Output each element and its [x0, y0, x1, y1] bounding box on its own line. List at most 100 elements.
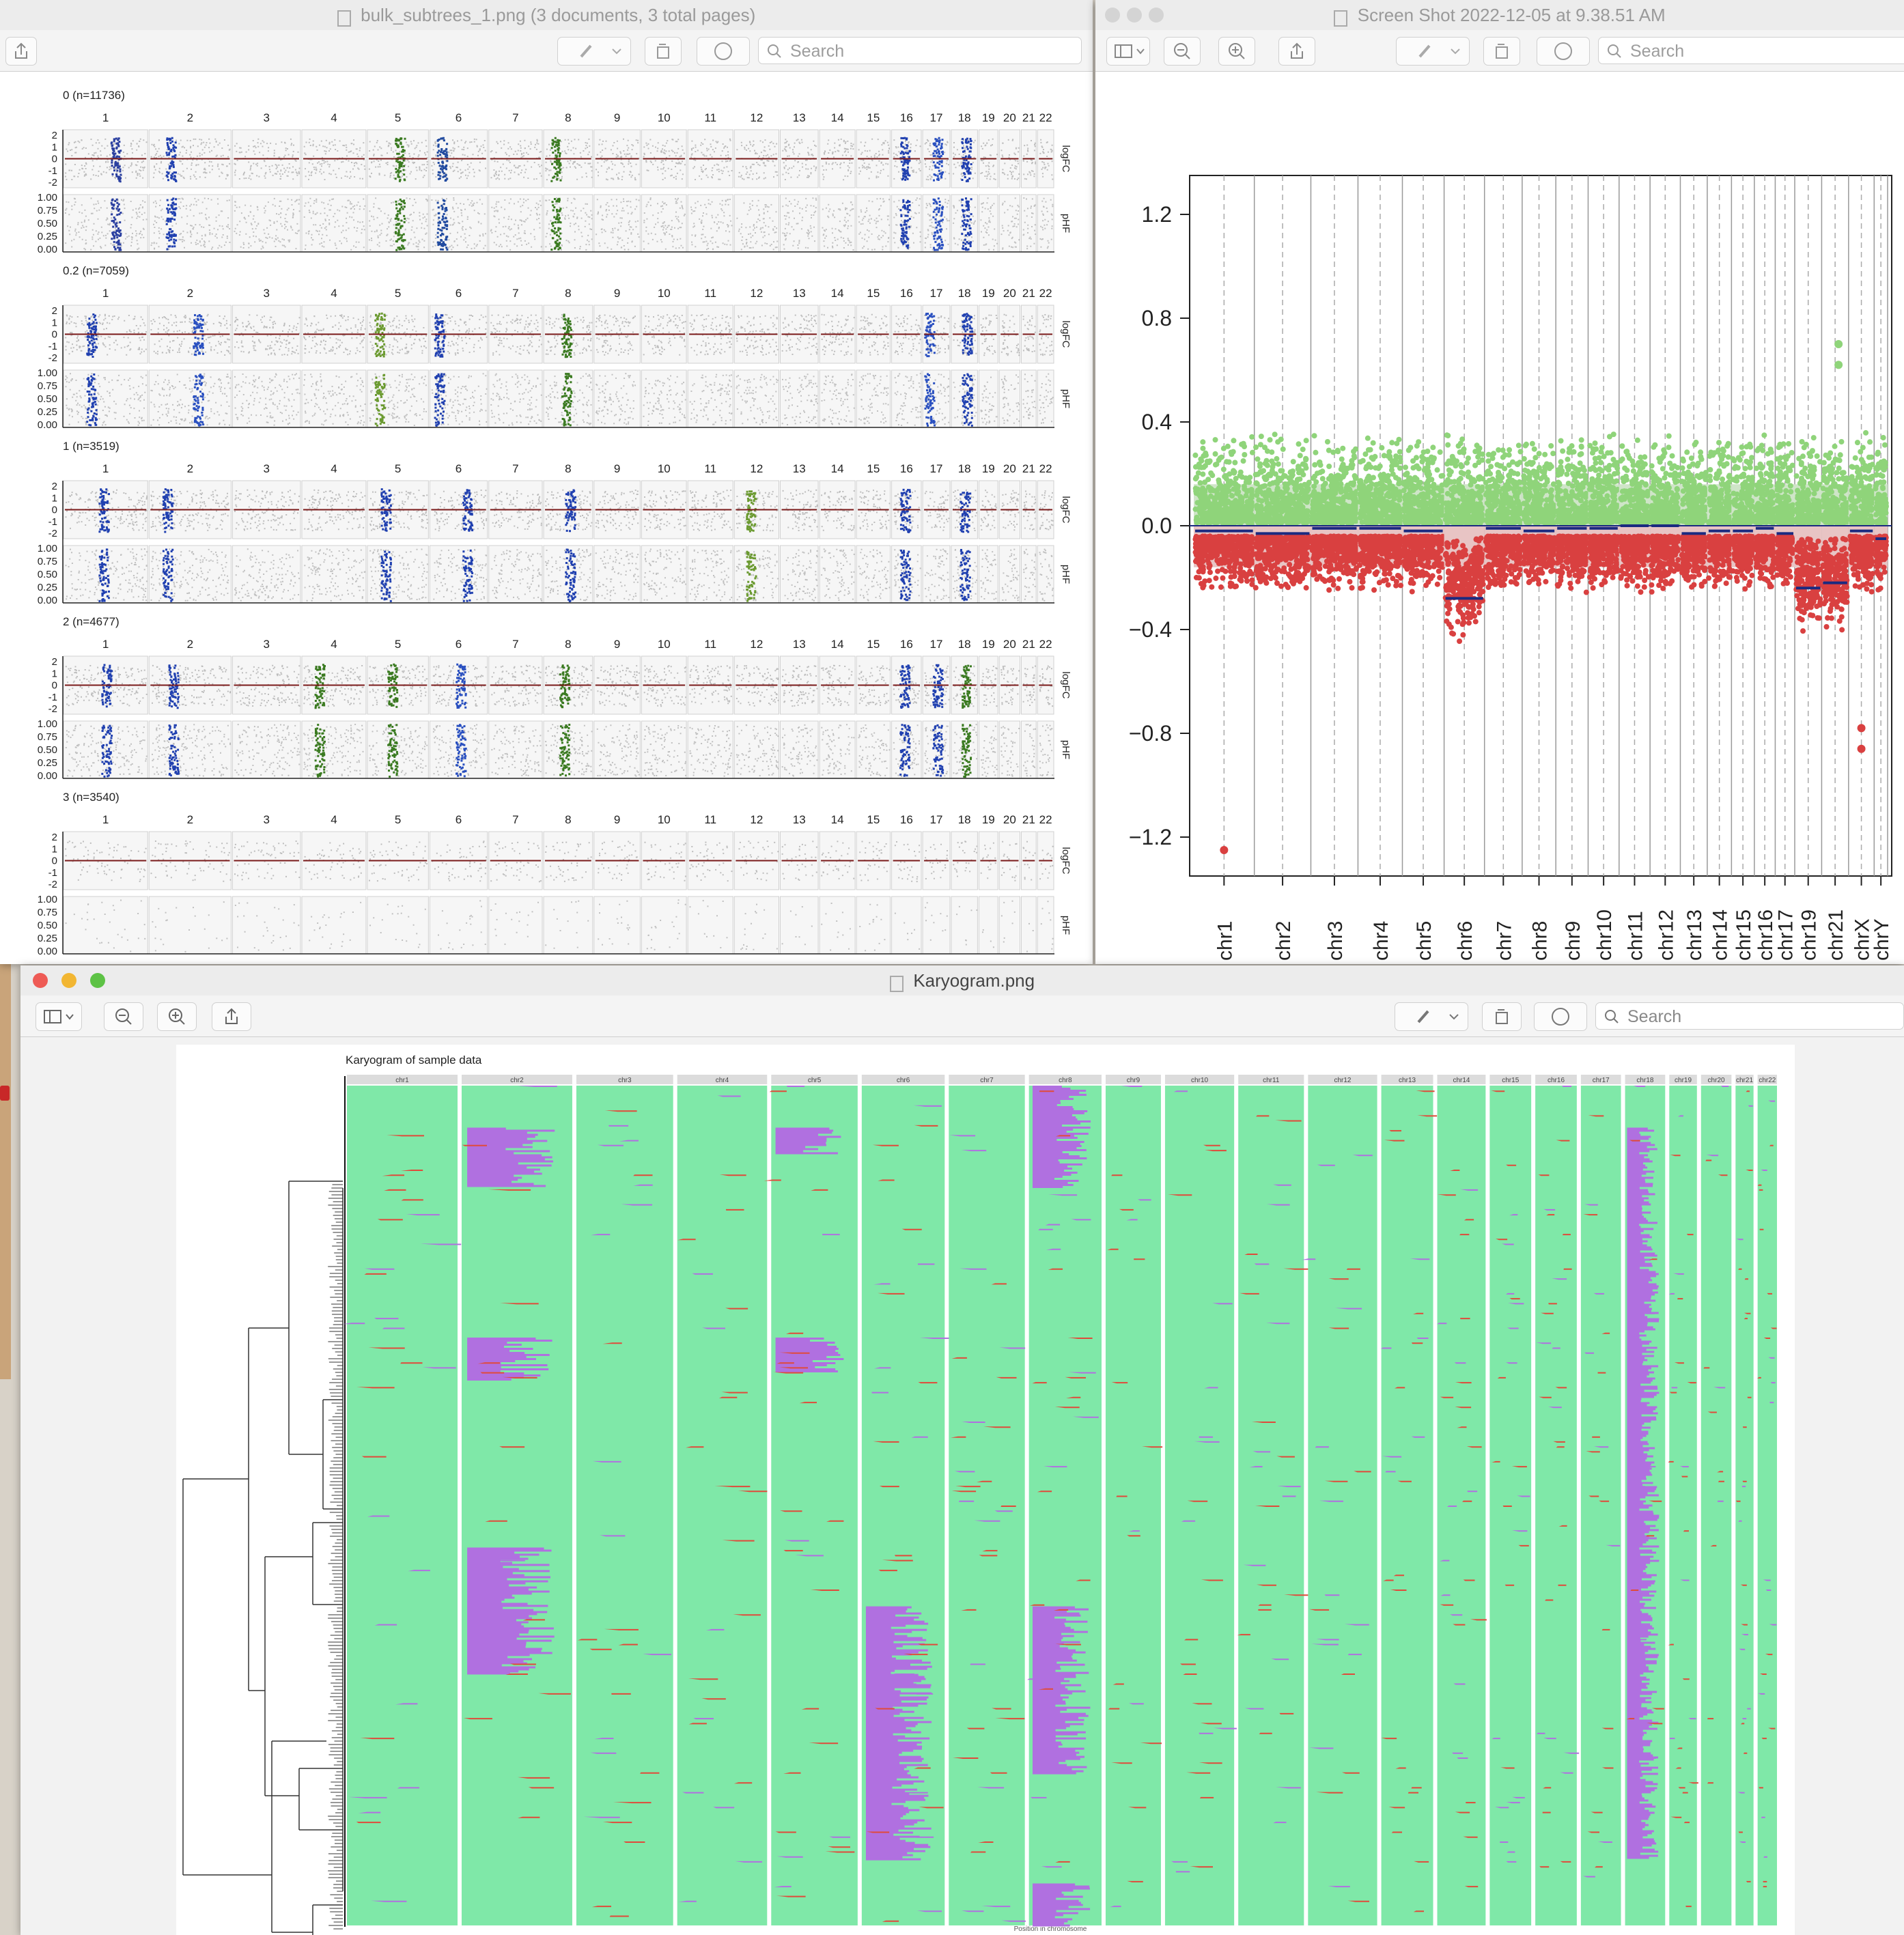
karyogram-titlebar[interactable]: Karyogram.png [20, 965, 1904, 996]
phf-points [736, 373, 779, 425]
phf-points [858, 373, 889, 425]
chromosome-label: 11 [704, 813, 716, 826]
zoom-out-button[interactable] [1164, 37, 1201, 66]
search-input[interactable]: Search [1595, 1002, 1904, 1030]
chromosome-points [65, 664, 148, 778]
chromosome-column [1437, 1086, 1486, 1925]
logfc-points [490, 314, 542, 356]
chromosome-box [63, 194, 148, 253]
phf-points [1039, 548, 1054, 602]
gain-points [1793, 435, 1823, 526]
chromosome-label: 5 [395, 111, 401, 124]
minimize-button[interactable] [1127, 8, 1142, 23]
chromosome-points [1022, 665, 1036, 777]
chromosome-points [545, 313, 593, 427]
phf-points [369, 548, 428, 600]
highlight-points [932, 664, 944, 777]
chromosome-header [461, 1075, 572, 1084]
minimize-button[interactable] [61, 973, 76, 988]
chromosome-label: chr3 [618, 1077, 632, 1084]
chromosome-box [367, 896, 429, 955]
chromosome-box [998, 545, 1021, 604]
chromosome-label: 4 [331, 462, 337, 475]
chromosome-label: 6 [456, 287, 462, 300]
search-input[interactable]: Search [758, 37, 1082, 64]
chromosome-points [736, 490, 779, 602]
zoom-button[interactable] [90, 973, 105, 988]
x-tick-label: chr1 [1214, 921, 1236, 961]
logfc-points [643, 665, 687, 707]
chromosome-box [856, 720, 891, 779]
chromosome-points [1000, 139, 1020, 250]
phf-points [432, 724, 487, 777]
chromosome-box [733, 194, 779, 253]
share-button[interactable] [212, 1002, 251, 1031]
logfc-tick-label: 2 [52, 130, 57, 141]
subtrees-titlebar[interactable]: bulk_subtrees_1.png (3 documents, 3 tota… [0, 0, 1093, 31]
chromosome-box [593, 545, 641, 604]
phf-tick-label: 0.50 [38, 920, 57, 931]
zoom-button[interactable] [1149, 8, 1164, 23]
share-button[interactable] [5, 37, 37, 66]
chromosome-header [1381, 1075, 1433, 1084]
logfc-points [781, 665, 818, 707]
markup-button[interactable] [557, 37, 631, 66]
phf-points [431, 197, 486, 251]
chromosome-label: 20 [1003, 287, 1016, 300]
logfc-points [65, 313, 147, 356]
close-button[interactable] [33, 973, 48, 988]
zoom-in-button[interactable] [157, 1002, 197, 1031]
dock-app-icon[interactable] [0, 1086, 10, 1101]
phf-points [689, 373, 733, 425]
chromosome-box [543, 194, 593, 253]
zoom-in-button[interactable] [1218, 37, 1255, 66]
annotate-button[interactable] [1534, 1002, 1587, 1031]
phf-tick-label: 0.25 [38, 582, 57, 593]
annotate-button[interactable] [697, 37, 750, 66]
markup-button[interactable] [1395, 1002, 1468, 1031]
search-input[interactable]: Search [1598, 37, 1904, 64]
chromosome-box [978, 896, 998, 955]
chromosome-label: chr1 [395, 1077, 409, 1084]
x-tick-label: chr19 [1798, 909, 1821, 961]
x-tick-label: chr9 [1562, 921, 1584, 961]
chromosome-column [771, 1086, 858, 1925]
chromosome-label: 14 [831, 111, 844, 124]
chromosome-box [148, 720, 232, 779]
phf-points [643, 548, 687, 601]
phf-tick-label: 0.00 [38, 419, 57, 431]
logfc-points [150, 138, 231, 180]
cnv-titlebar[interactable]: Screen Shot 2022-12-05 at 9.38.51 AM [1095, 0, 1904, 31]
subtrees-toolbar: Search [0, 30, 1093, 72]
sidebar-button[interactable] [36, 1002, 82, 1031]
chromosome-label: 6 [456, 813, 462, 826]
share-button[interactable] [1278, 37, 1315, 66]
rotate-button[interactable] [645, 37, 682, 66]
chromosome-box [488, 369, 543, 428]
logfc-points [150, 313, 232, 356]
chromosome-label: 21 [1022, 111, 1035, 124]
chromosome-box [891, 896, 922, 955]
chromosome-label: 12 [750, 813, 763, 826]
close-button[interactable] [1105, 8, 1120, 23]
sidebar-button[interactable] [1106, 37, 1150, 66]
rotate-button[interactable] [1483, 37, 1520, 66]
chromosome-label: 15 [867, 287, 880, 300]
chromosome-box [856, 194, 891, 253]
phf-points [894, 549, 921, 602]
y-tick-label: 0.0 [1142, 513, 1172, 538]
markup-button[interactable] [1396, 37, 1470, 66]
rotate-button[interactable] [1482, 1002, 1522, 1031]
gain-points [1309, 433, 1360, 526]
chromosome-column [576, 1086, 673, 1925]
chromosome-label: 22 [1039, 813, 1052, 826]
zoom-out-button[interactable] [104, 1002, 143, 1031]
chromosome-label: 1 [102, 287, 109, 300]
highlight-points [899, 488, 912, 602]
loss-segments [1703, 1159, 1728, 1784]
subtree-panel-label: 0 (n=11736) [63, 89, 125, 102]
highlight-points [86, 313, 98, 427]
annotate-button[interactable] [1537, 37, 1590, 66]
logfc-tick-label: -2 [48, 528, 57, 539]
phf-tick-label: 1.00 [38, 367, 57, 379]
